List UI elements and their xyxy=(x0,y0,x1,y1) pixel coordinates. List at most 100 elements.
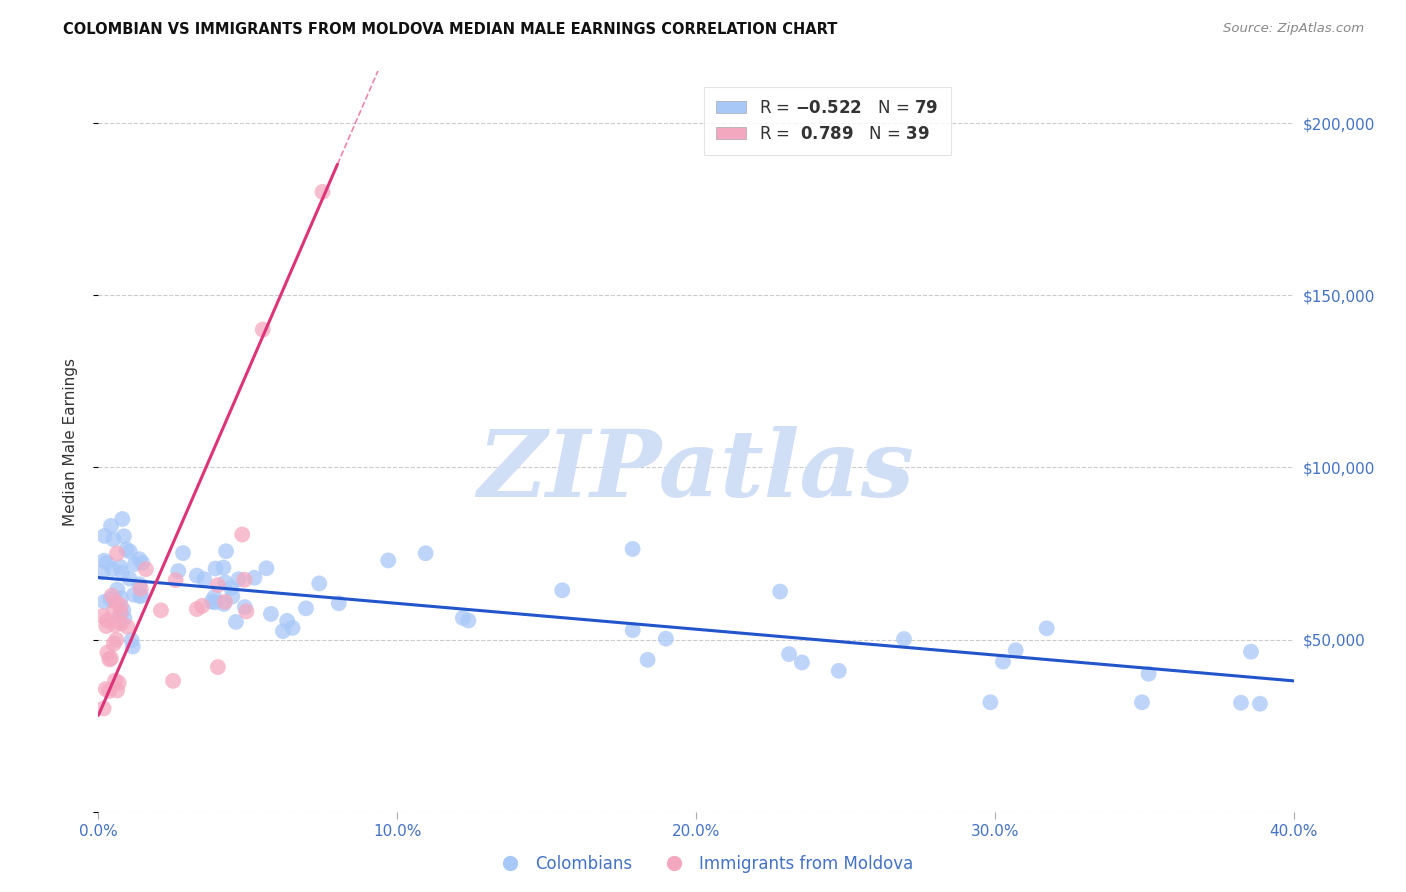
Point xyxy=(193,572,215,586)
Point xyxy=(207,578,229,592)
Point xyxy=(112,611,135,625)
Point xyxy=(457,614,479,628)
Point xyxy=(260,607,283,621)
Point xyxy=(115,542,138,557)
Point xyxy=(112,529,135,543)
Point xyxy=(107,676,129,690)
Point xyxy=(778,647,800,661)
Point xyxy=(103,604,125,618)
Point xyxy=(131,556,153,570)
Point xyxy=(271,624,294,639)
Text: Source: ZipAtlas.com: Source: ZipAtlas.com xyxy=(1223,22,1364,36)
Point xyxy=(415,546,437,560)
Point xyxy=(110,560,132,574)
Point xyxy=(235,604,257,618)
Point xyxy=(122,588,145,602)
Point xyxy=(201,594,224,608)
Point xyxy=(172,546,194,560)
Point xyxy=(207,660,229,674)
Point xyxy=(118,544,141,558)
Point xyxy=(186,568,208,582)
Point xyxy=(828,664,851,678)
Point xyxy=(186,602,208,616)
Legend: R = $\mathbf{-0.522}$   N = $\mathbf{79}$, R =  $\mathbf{0.789}$   N = $\mathbf{: R = $\mathbf{-0.522}$ N = $\mathbf{79}$,… xyxy=(704,87,950,155)
Point xyxy=(103,533,125,547)
Point xyxy=(108,608,131,623)
Point xyxy=(98,684,121,698)
Point xyxy=(93,701,115,715)
Point xyxy=(221,590,243,604)
Point xyxy=(94,681,117,696)
Point xyxy=(212,597,235,611)
Text: COLOMBIAN VS IMMIGRANTS FROM MOLDOVA MEDIAN MALE EARNINGS CORRELATION CHART: COLOMBIAN VS IMMIGRANTS FROM MOLDOVA MED… xyxy=(63,22,838,37)
Point xyxy=(110,616,132,631)
Point xyxy=(100,651,122,665)
Legend: Colombians, Immigrants from Moldova: Colombians, Immigrants from Moldova xyxy=(486,848,920,880)
Point xyxy=(252,323,274,337)
Point xyxy=(110,606,132,620)
Point xyxy=(204,595,226,609)
Point xyxy=(124,557,146,571)
Point xyxy=(96,646,118,660)
Point xyxy=(191,599,214,613)
Point xyxy=(311,185,333,199)
Point xyxy=(128,552,150,566)
Point xyxy=(105,582,128,597)
Point xyxy=(1035,621,1057,635)
Point xyxy=(165,573,187,587)
Point xyxy=(112,603,135,617)
Point xyxy=(105,683,128,698)
Point xyxy=(105,547,128,561)
Point xyxy=(121,640,143,654)
Point xyxy=(308,576,330,591)
Point xyxy=(118,572,141,586)
Point xyxy=(377,553,399,567)
Point xyxy=(1130,695,1153,709)
Point xyxy=(243,571,266,585)
Point xyxy=(128,577,150,591)
Point xyxy=(121,633,143,648)
Point xyxy=(228,572,250,586)
Y-axis label: Median Male Earnings: Median Male Earnings xyxy=(63,358,77,525)
Point xyxy=(111,566,134,580)
Point xyxy=(212,560,235,574)
Point xyxy=(204,561,226,575)
Point xyxy=(281,621,304,635)
Point xyxy=(214,575,236,590)
Point xyxy=(98,652,121,666)
Point xyxy=(96,619,118,633)
Point xyxy=(979,695,1001,709)
Point xyxy=(1137,666,1160,681)
Point xyxy=(769,584,792,599)
Point xyxy=(96,556,118,570)
Point xyxy=(91,609,114,624)
Point xyxy=(91,566,114,580)
Point xyxy=(129,588,152,602)
Point xyxy=(162,673,184,688)
Point xyxy=(101,589,124,603)
Point xyxy=(202,590,225,604)
Point xyxy=(129,589,152,603)
Point xyxy=(621,541,644,556)
Point xyxy=(104,673,127,688)
Point xyxy=(551,583,574,598)
Point xyxy=(96,614,118,628)
Point xyxy=(167,564,190,578)
Point xyxy=(233,600,256,615)
Point xyxy=(111,512,134,526)
Point xyxy=(295,601,318,615)
Point xyxy=(104,595,127,609)
Point xyxy=(135,562,157,576)
Point xyxy=(1240,645,1263,659)
Point xyxy=(254,561,277,575)
Point xyxy=(105,632,128,647)
Point xyxy=(893,632,915,646)
Point xyxy=(103,637,125,651)
Point xyxy=(790,656,813,670)
Point xyxy=(1004,643,1026,657)
Point xyxy=(215,544,238,558)
Point xyxy=(117,619,139,633)
Point xyxy=(276,614,298,628)
Point xyxy=(655,632,678,646)
Point xyxy=(93,595,115,609)
